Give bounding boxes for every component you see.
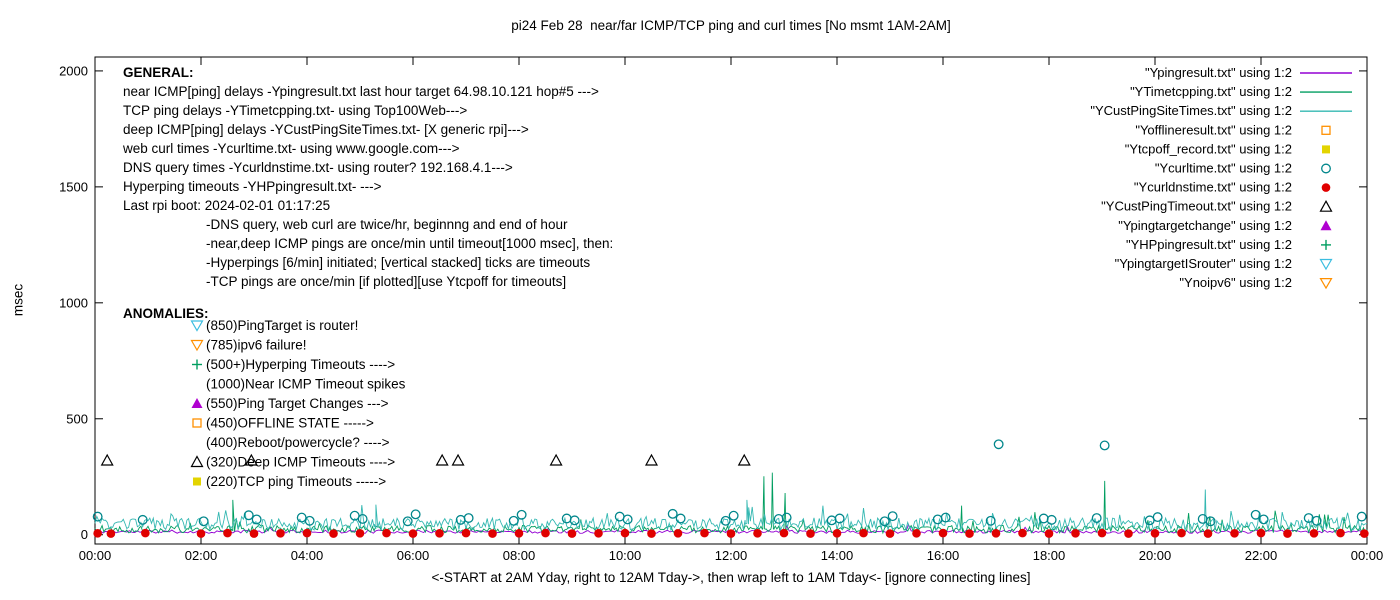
anomaly-line: (550)Ping Target Changes ---> (206, 396, 389, 411)
legend-label: "Ypingtargetchange" using 1:2 (1118, 218, 1292, 233)
legend-label: "Ytcpoff_record.txt" using 1:2 (1125, 141, 1292, 156)
general-line: web curl times -Ycurltime.txt- using www… (122, 141, 460, 156)
general-line: TCP ping delays -YTimetcpping.txt- using… (123, 103, 467, 118)
anomaly-line: (450)OFFLINE STATE -----> (206, 416, 374, 431)
x-tick-label: 20:00 (1139, 548, 1172, 563)
y-tick-label: 500 (66, 411, 88, 426)
x-tick-label: 10:00 (609, 548, 642, 563)
legend-label: "Ycurltime.txt" using 1:2 (1155, 161, 1292, 176)
anomaly-line: (500+)Hyperping Timeouts ----> (206, 357, 395, 372)
x-tick-label: 16:00 (927, 548, 960, 563)
y-tick-label: 0 (81, 527, 88, 542)
general-line: Hyperping timeouts -YHPpingresult.txt- -… (123, 179, 382, 194)
legend-entry: "YCustPingTimeout.txt" using 1:2 (1101, 199, 1333, 214)
legend-entry: "YTimetcpping.txt" using 1:2 (1130, 84, 1352, 99)
anomaly-line: (400)Reboot/powercycle? ----> (206, 435, 390, 450)
x-tick-label: 08:00 (503, 548, 536, 563)
legend-entry: "Ycurldnstime.txt" using 1:2 (1134, 180, 1331, 195)
general-note: -Hyperpings [6/min] initiated; [vertical… (206, 255, 590, 270)
general-line: Last rpi boot: 2024-02-01 01:17:25 (123, 198, 330, 213)
legend-label: "Ycurldnstime.txt" using 1:2 (1134, 180, 1292, 195)
x-tick-label: 12:00 (715, 548, 748, 563)
x-axis-label: <-START at 2AM Yday, right to 12AM Tday-… (431, 570, 1031, 585)
legend-entry: "YpingtargetISrouter" using 1:2 (1115, 256, 1333, 271)
legend-label: "YpingtargetISrouter" using 1:2 (1115, 256, 1292, 271)
chart-title: pi24 Feb 28 near/far ICMP/TCP ping and c… (511, 18, 951, 33)
legend-entry: "YHPpingresult.txt" using 1:2 (1126, 237, 1331, 252)
legend-label: "YCustPingTimeout.txt" using 1:2 (1101, 199, 1292, 214)
series-YCustPingTimeout-txt (100, 453, 751, 466)
x-tick-label: 22:00 (1245, 548, 1278, 563)
legend-entry: "Ypingresult.txt" using 1:2 (1145, 65, 1352, 80)
legend-entry: "Ynoipv6" using 1:2 (1179, 275, 1333, 290)
legend-entry: "Ypingtargetchange" using 1:2 (1118, 218, 1332, 233)
x-tick-label: 00:00 (1351, 548, 1384, 563)
legend-label: "YTimetcpping.txt" using 1:2 (1130, 84, 1292, 99)
series-Ycurldnstime-txt (93, 528, 1369, 538)
general-note: -near,deep ICMP pings are once/min until… (206, 236, 613, 251)
x-tick-label: 06:00 (397, 548, 430, 563)
general-line: DNS query times -Ycurldnstime.txt- using… (123, 160, 513, 175)
anomaly-line: (320)Deep ICMP Timeouts ----> (206, 455, 395, 470)
legend-label: "YHPpingresult.txt" using 1:2 (1126, 237, 1292, 252)
x-tick-label: 00:00 (79, 548, 112, 563)
legend-label: "YCustPingSiteTimes.txt" using 1:2 (1090, 103, 1292, 118)
series-YTimetcpping-txt (94, 472, 1368, 535)
x-tick-label: 14:00 (821, 548, 854, 563)
legend-entry: "Ycurltime.txt" using 1:2 (1155, 161, 1331, 176)
x-tick-label: 18:00 (1033, 548, 1066, 563)
general-header: GENERAL: (123, 65, 194, 80)
legend-label: "Yofflineresult.txt" using 1:2 (1135, 122, 1292, 137)
x-tick-label: 02:00 (185, 548, 218, 563)
legend-entry: "Ytcpoff_record.txt" using 1:2 (1125, 141, 1330, 156)
series-Ycurltime-txt (92, 439, 1367, 527)
legend-label: "Ypingresult.txt" using 1:2 (1145, 65, 1292, 80)
x-tick-label: 04:00 (291, 548, 324, 563)
legend-label: "Ynoipv6" using 1:2 (1179, 275, 1292, 290)
general-line: deep ICMP[ping] delays -YCustPingSiteTim… (123, 122, 529, 137)
general-line: near ICMP[ping] delays -Ypingresult.txt … (123, 84, 599, 99)
y-tick-label: 2000 (59, 63, 88, 78)
legend-entry: "Yofflineresult.txt" using 1:2 (1135, 122, 1331, 137)
general-note: -TCP pings are once/min [if plotted][use… (206, 274, 566, 289)
series-YCustPingSiteTimes-txt (94, 489, 1368, 532)
anomaly-line: (220)TCP ping Timeouts -----> (206, 474, 386, 489)
anomaly-line: (1000)Near ICMP Timeout spikes (206, 377, 406, 392)
anomaly-line: (785)ipv6 failure! (206, 338, 307, 353)
anomaly-line: (850)PingTarget is router! (206, 318, 358, 333)
y-tick-label: 1000 (59, 295, 88, 310)
y-tick-label: 1500 (59, 179, 88, 194)
legend-entry: "YCustPingSiteTimes.txt" using 1:2 (1090, 103, 1352, 118)
general-note: -DNS query, web curl are twice/hr, begin… (206, 217, 568, 232)
anomalies-header: ANOMALIES: (123, 306, 209, 321)
